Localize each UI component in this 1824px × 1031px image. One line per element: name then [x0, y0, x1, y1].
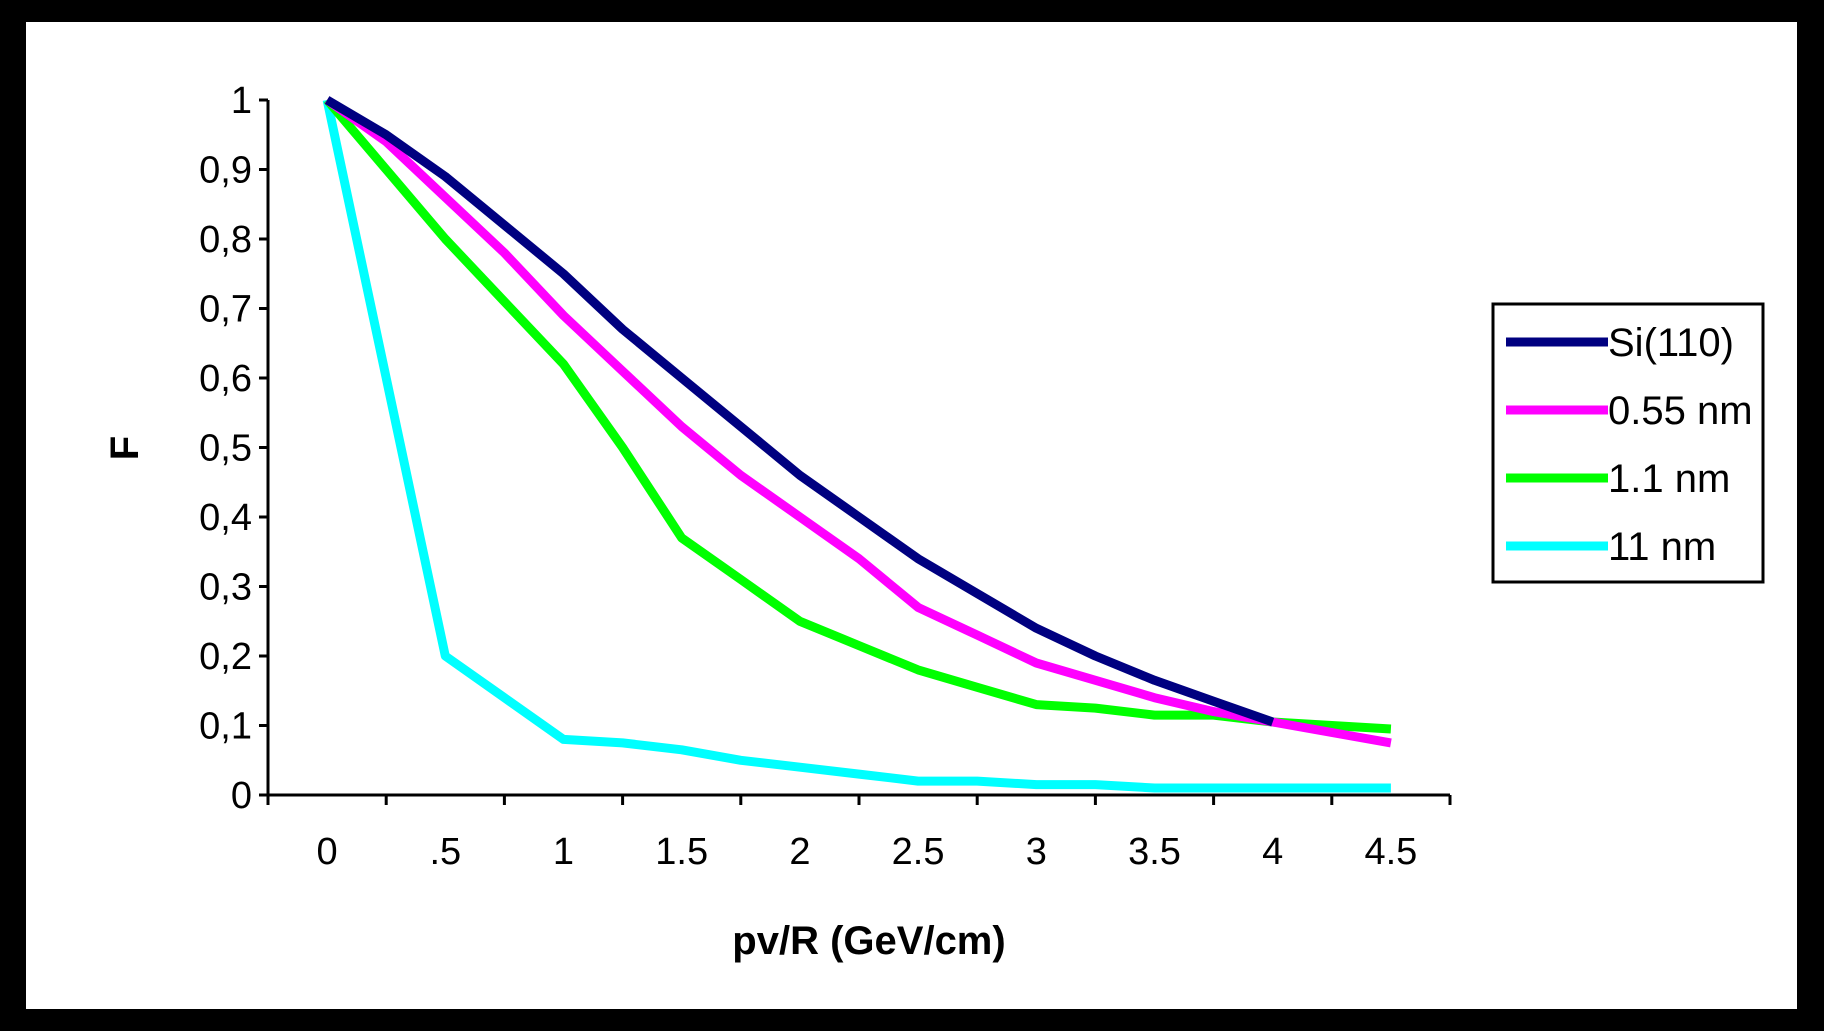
x-tick-label: 1.5 — [655, 831, 708, 873]
y-tick-label: 0,8 — [199, 219, 252, 261]
y-axis: 0 0,1 0,2 0,3 0,4 0,5 0,6 0,7 0,8 0,9 1 — [199, 80, 270, 817]
x-tick-label: 4.5 — [1364, 831, 1417, 873]
y-tick-label: 0,2 — [199, 636, 252, 678]
y-tick-label: 0,4 — [199, 497, 252, 539]
x-tick-label: 3.5 — [1128, 831, 1181, 873]
series-lines — [322, 96, 1392, 793]
x-tick-label: 4 — [1262, 831, 1283, 873]
x-axis: 0 .5 1 1.5 2 2.5 3 3.5 4 4.5 — [266, 793, 1452, 873]
x-tick-label: 1 — [553, 831, 574, 873]
x-tick-label: 3 — [1026, 831, 1047, 873]
legend-label: 11 nm — [1608, 525, 1716, 569]
y-tick-label: 0,9 — [199, 150, 252, 192]
legend: Si(110) 0.55 nm 1.1 nm 11 nm — [1491, 302, 1765, 584]
series-line — [323, 97, 1392, 734]
x-tick-label: 2.5 — [892, 831, 945, 873]
x-tick-label: .5 — [429, 831, 461, 873]
y-tick-label: 0,5 — [199, 428, 252, 470]
legend-label: Si(110) — [1608, 321, 1734, 365]
line-chart: 0 0,1 0,2 0,3 0,4 0,5 0,6 0,7 0,8 0,9 1 0 .5 1 1.5 2 2.… — [103, 80, 1765, 963]
y-tick-label: 0,3 — [199, 567, 252, 609]
series-line — [324, 96, 1392, 748]
x-axis-title: pv/R (GeV/cm) — [732, 919, 1005, 963]
y-tick-label: 0,7 — [199, 289, 252, 331]
y-tick-label: 0 — [231, 775, 252, 817]
y-tick-label: 1 — [231, 80, 252, 122]
legend-label: 0.55 nm — [1608, 389, 1753, 433]
y-axis-title: F — [103, 436, 147, 460]
y-tick-label: 0,1 — [199, 706, 252, 748]
x-tick-label: 2 — [789, 831, 810, 873]
chart-frame: 0 0,1 0,2 0,3 0,4 0,5 0,6 0,7 0,8 0,9 1 0 .5 1 1.5 2 2.… — [26, 22, 1797, 1009]
series-line — [322, 99, 1391, 793]
legend-label: 1.1 nm — [1608, 457, 1730, 501]
y-tick-label: 0,6 — [199, 358, 252, 400]
legend-box — [1491, 302, 1765, 584]
series-line — [324, 96, 1275, 727]
x-tick-label: 0 — [317, 831, 338, 873]
